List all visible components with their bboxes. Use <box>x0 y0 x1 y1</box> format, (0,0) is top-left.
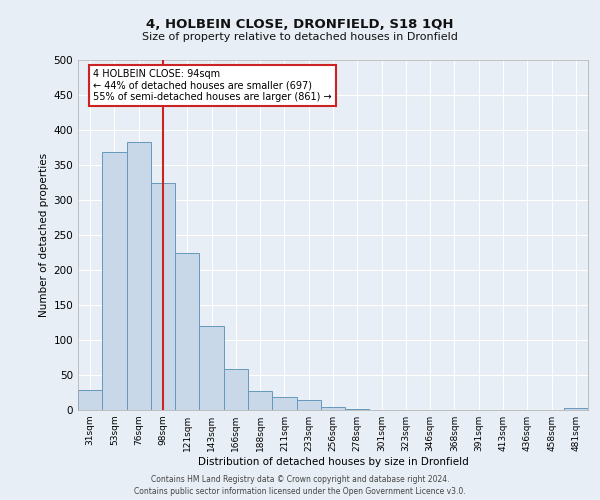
Text: 4 HOLBEIN CLOSE: 94sqm
← 44% of detached houses are smaller (697)
55% of semi-de: 4 HOLBEIN CLOSE: 94sqm ← 44% of detached… <box>94 69 332 102</box>
Bar <box>248 391 272 410</box>
Y-axis label: Number of detached properties: Number of detached properties <box>39 153 49 317</box>
Text: Size of property relative to detached houses in Dronfield: Size of property relative to detached ho… <box>142 32 458 42</box>
Text: Contains public sector information licensed under the Open Government Licence v3: Contains public sector information licen… <box>134 488 466 496</box>
Bar <box>321 406 345 410</box>
Bar <box>175 253 199 410</box>
Bar <box>564 408 588 410</box>
Text: 4, HOLBEIN CLOSE, DRONFIELD, S18 1QH: 4, HOLBEIN CLOSE, DRONFIELD, S18 1QH <box>146 18 454 30</box>
Text: Contains HM Land Registry data © Crown copyright and database right 2024.: Contains HM Land Registry data © Crown c… <box>151 475 449 484</box>
Bar <box>78 390 102 410</box>
Bar <box>224 370 248 410</box>
Bar <box>199 326 224 410</box>
Bar <box>272 398 296 410</box>
Bar <box>127 142 151 410</box>
Bar <box>151 182 175 410</box>
Bar <box>102 152 127 410</box>
Bar <box>296 400 321 410</box>
X-axis label: Distribution of detached houses by size in Dronfield: Distribution of detached houses by size … <box>197 457 469 467</box>
